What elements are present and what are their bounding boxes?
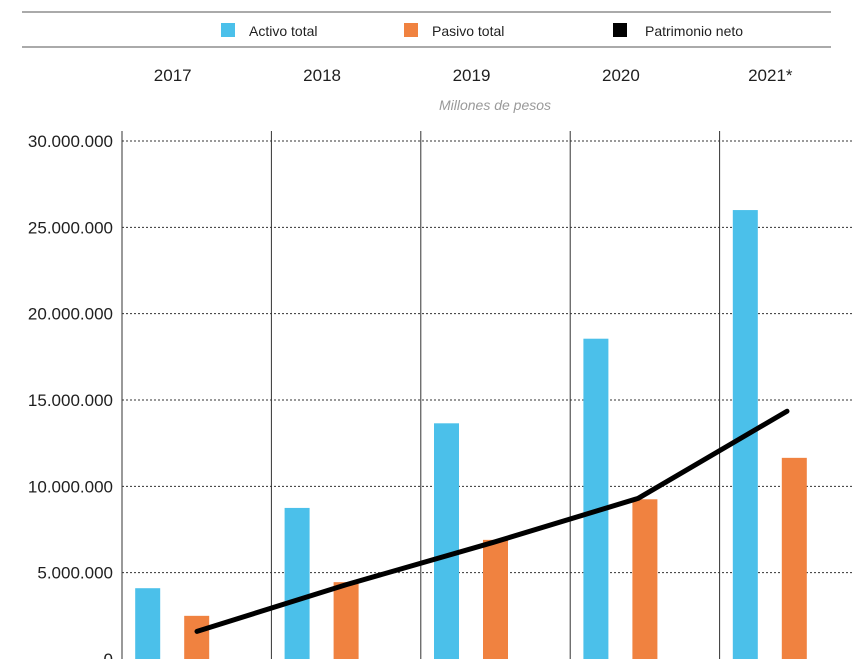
y-tick-label: 10.000.000: [28, 477, 113, 496]
bar-pasivo-total: [333, 582, 359, 659]
bar-pasivo-total: [632, 499, 658, 659]
grid: [121, 131, 853, 659]
y-tick-label: 25.000.000: [28, 218, 113, 237]
category-label: 2020: [602, 66, 640, 85]
legend-label-patrimonio: Patrimonio neto: [645, 23, 743, 39]
category-label: 2021*: [748, 66, 793, 85]
category-label: 2017: [154, 66, 192, 85]
category-label: 2019: [453, 66, 491, 85]
category-label: 2018: [303, 66, 341, 85]
bar-pasivo-total: [483, 539, 508, 659]
patrimonio-line-layer: [194, 408, 790, 634]
y-tick-label: 5.000.000: [37, 564, 113, 583]
bar-activo-total: [284, 507, 310, 659]
y-tick-label: 20.000.000: [28, 305, 113, 324]
legend-swatch-activo: [221, 23, 235, 37]
unit-label: Millones de pesos: [439, 97, 551, 113]
y-tick-label: 15.000.000: [28, 391, 113, 410]
bars: [135, 210, 807, 659]
bar-activo-total: [135, 588, 161, 659]
legend-label-activo: Activo total: [249, 23, 317, 39]
legend-swatch-patrimonio: [613, 23, 627, 37]
legend-label-pasivo: Pasivo total: [432, 23, 504, 39]
category-labels: 2017 2018 2019 2020 2021*: [154, 66, 793, 85]
bar-pasivo-total: [184, 615, 210, 659]
patrimonio-neto-line: [194, 408, 790, 634]
bar-pasivo-total: [781, 457, 807, 659]
legend-swatch-pasivo: [404, 23, 418, 37]
legend: Activo total Pasivo total Patrimonio net…: [221, 23, 743, 39]
y-tick-label: 30.000.000: [28, 132, 113, 151]
y-tick-label: 0: [104, 650, 113, 659]
bar-activo-total: [434, 423, 459, 659]
bar-activo-total: [583, 338, 609, 659]
y-axis-ticks: 0 5.000.000 10.000.000 15.000.000 20.000.000…: [28, 132, 113, 659]
